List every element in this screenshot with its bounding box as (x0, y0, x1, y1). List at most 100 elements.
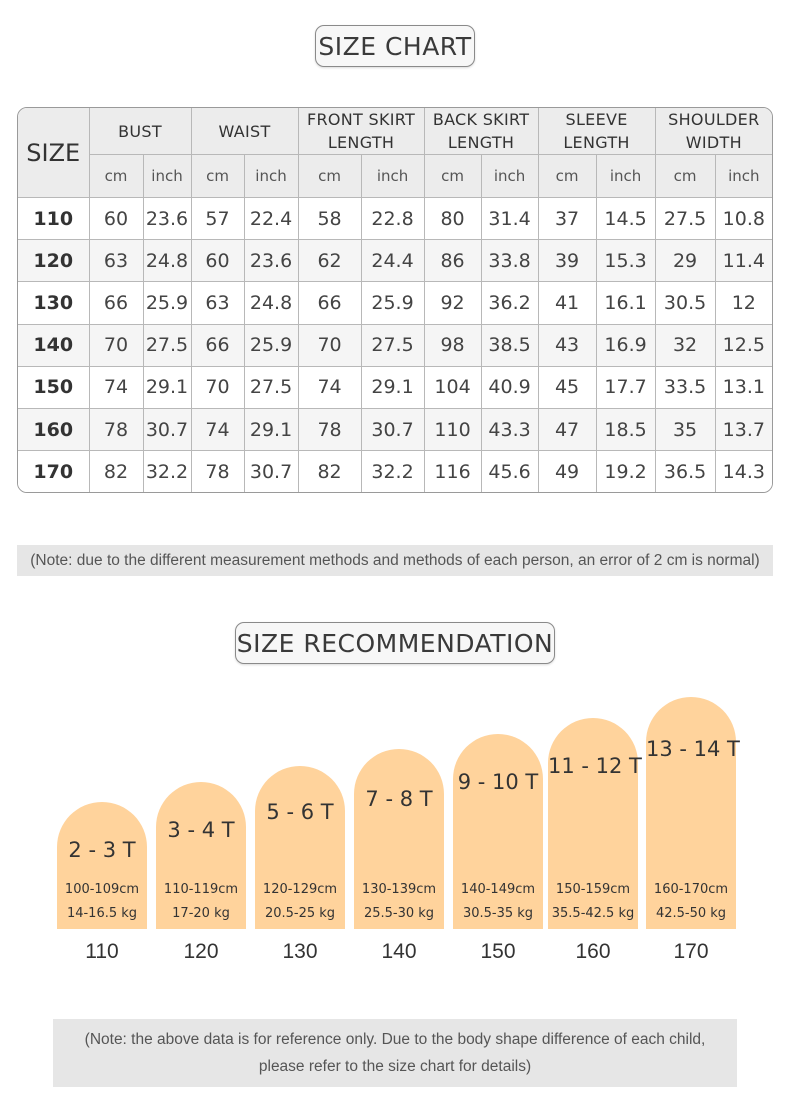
measurement-cell: 37 (537, 196, 597, 241)
unit-inch-header: inch (595, 154, 656, 198)
measurement-cell: 36.2 (480, 281, 539, 325)
unit-inch-header: inch (714, 154, 772, 198)
measurement-cell: 110 (423, 407, 482, 452)
measurement-cell: 30.7 (360, 407, 425, 452)
height-range: 100-109cm (64, 882, 140, 897)
size-cell: 110 (18, 196, 90, 241)
measurement-cell: 47 (537, 407, 597, 452)
measurement-cell: 43.3 (480, 407, 539, 452)
header-line: LENGTH (563, 133, 630, 152)
table-row: 150 74 29.1 70 27.5 74 29.1 104 40.9 45 17.7 33.5 13… (18, 365, 772, 409)
weight-range: 20.5-25 kg (264, 906, 336, 921)
measurement-cell: 104 (423, 365, 482, 409)
size-recommendation-title: SIZE RECOMMENDATION (235, 622, 555, 664)
measurement-cell: 80 (423, 196, 482, 241)
measurement-cell: 24.8 (142, 239, 192, 283)
measurement-cell: 17.7 (595, 365, 656, 409)
unit-inch-header: inch (243, 154, 299, 198)
measurement-cell: 32.2 (142, 450, 192, 492)
age-label: 13 - 14 T (646, 737, 740, 761)
measurement-cell: 12.5 (714, 323, 772, 367)
back-skirt-length-header: BACK SKIRT LENGTH (423, 108, 539, 155)
weight-range: 35.5-42.5 kg (551, 906, 635, 921)
table-row: 140 70 27.5 66 25.9 70 27.5 98 38.5 43 16.9 32 12.5 (18, 323, 772, 367)
measurement-cell: 14.3 (714, 450, 772, 492)
unit-inch-header: inch (360, 154, 425, 198)
measurement-cell: 45 (537, 365, 597, 409)
size-arch: 2 - 3 T 100-109cm 14-16.5 kg (57, 802, 147, 929)
measurement-cell: 14.5 (595, 196, 656, 241)
measurement-cell: 18.5 (595, 407, 656, 452)
measurement-cell: 74 (297, 365, 362, 409)
weight-range: 30.5-35 kg (462, 906, 534, 921)
age-label: 3 - 4 T (167, 818, 235, 842)
measurement-cell: 82 (297, 450, 362, 492)
size-chart-title: SIZE CHART (315, 25, 475, 67)
header-line: BACK SKIRT (432, 110, 530, 129)
size-cell: 160 (18, 407, 90, 452)
size-cell: 140 (18, 323, 90, 367)
table-row: 110 60 23.6 57 22.4 58 22.8 80 31.4 37 14.5 27.5 10.… (18, 196, 772, 241)
measurement-cell: 35 (654, 407, 716, 452)
measurement-cell: 30.7 (142, 407, 192, 452)
size-arch: 5 - 6 T 120-129cm 20.5-25 kg (255, 766, 345, 929)
note-line: (Note: the above data is for reference o… (84, 1031, 706, 1048)
weight-range: 17-20 kg (172, 906, 230, 921)
measurement-cell: 43 (537, 323, 597, 367)
size-label: 150 (480, 940, 516, 963)
table-row: 130 66 25.9 63 24.8 66 25.9 92 36.2 41 16.1 30.5 12 (18, 281, 772, 325)
size-label: 110 (85, 940, 119, 963)
size-arch: 3 - 4 T 110-119cm 17-20 kg (156, 782, 246, 929)
measurement-cell: 29.1 (142, 365, 192, 409)
size-label: 130 (282, 940, 318, 963)
measurement-cell: 66 (297, 281, 362, 325)
measurement-cell: 74 (190, 407, 245, 452)
measurement-cell: 24.8 (243, 281, 299, 325)
measurement-cell: 92 (423, 281, 482, 325)
measurement-cell: 78 (297, 407, 362, 452)
size-label: 160 (575, 940, 611, 963)
header-line: BUST (118, 121, 162, 141)
height-range: 130-139cm (361, 882, 437, 897)
measurement-cell: 13.1 (714, 365, 772, 409)
measurement-cell: 19.2 (595, 450, 656, 492)
weight-range: 42.5-50 kg (655, 906, 727, 921)
measurement-cell: 57 (190, 196, 245, 241)
measurement-cell: 33.8 (480, 239, 539, 283)
size-arch: 9 - 10 T 140-149cm 30.5-35 kg (453, 734, 543, 929)
header-line: WAIST (218, 121, 271, 141)
measurement-cell: 16.9 (595, 323, 656, 367)
unit-cm-header: cm (537, 154, 597, 198)
table-row: 170 82 32.2 78 30.7 82 32.2 116 45.6 49 19.2 36.5 14… (18, 450, 772, 492)
measurement-cell: 78 (190, 450, 245, 492)
measurement-cell: 23.6 (243, 239, 299, 283)
measurement-cell: 23.6 (142, 196, 192, 241)
measurement-cell: 12 (714, 281, 772, 325)
header-line: FRONT SKIRT (306, 110, 416, 129)
measurement-cell: 11.4 (714, 239, 772, 283)
size-chart-body: 110 60 23.6 57 22.4 58 22.8 80 31.4 37 14.5 27.5 10.… (18, 196, 772, 492)
unit-cm-header: cm (423, 154, 482, 198)
measurement-cell: 60 (88, 196, 144, 241)
measurement-cell: 25.9 (243, 323, 299, 367)
measurement-cell: 66 (190, 323, 245, 367)
front-skirt-length-header: FRONT SKIRT LENGTH (297, 108, 425, 155)
size-arch: 13 - 14 T 160-170cm 42.5-50 kg (646, 697, 740, 929)
measurement-cell: 36.5 (654, 450, 716, 492)
height-range: 150-159cm (555, 882, 631, 897)
unit-cm-header: cm (190, 154, 245, 198)
measurement-cell: 63 (88, 239, 144, 283)
measurement-cell: 38.5 (480, 323, 539, 367)
measurement-cell: 39 (537, 239, 597, 283)
measurement-cell: 27.5 (654, 196, 716, 241)
age-label: 9 - 10 T (457, 770, 539, 794)
measurement-note: (Note: due to the different measurement … (17, 545, 773, 576)
height-range: 120-129cm (262, 882, 338, 897)
height-range: 160-170cm (653, 882, 729, 897)
age-label: 2 - 3 T (68, 838, 136, 862)
note-line: please refer to the size chart for detai… (258, 1058, 532, 1075)
measurement-cell: 70 (190, 365, 245, 409)
header-line: WIDTH (685, 133, 742, 152)
measurement-cell: 27.5 (360, 323, 425, 367)
measurement-cell: 22.8 (360, 196, 425, 241)
